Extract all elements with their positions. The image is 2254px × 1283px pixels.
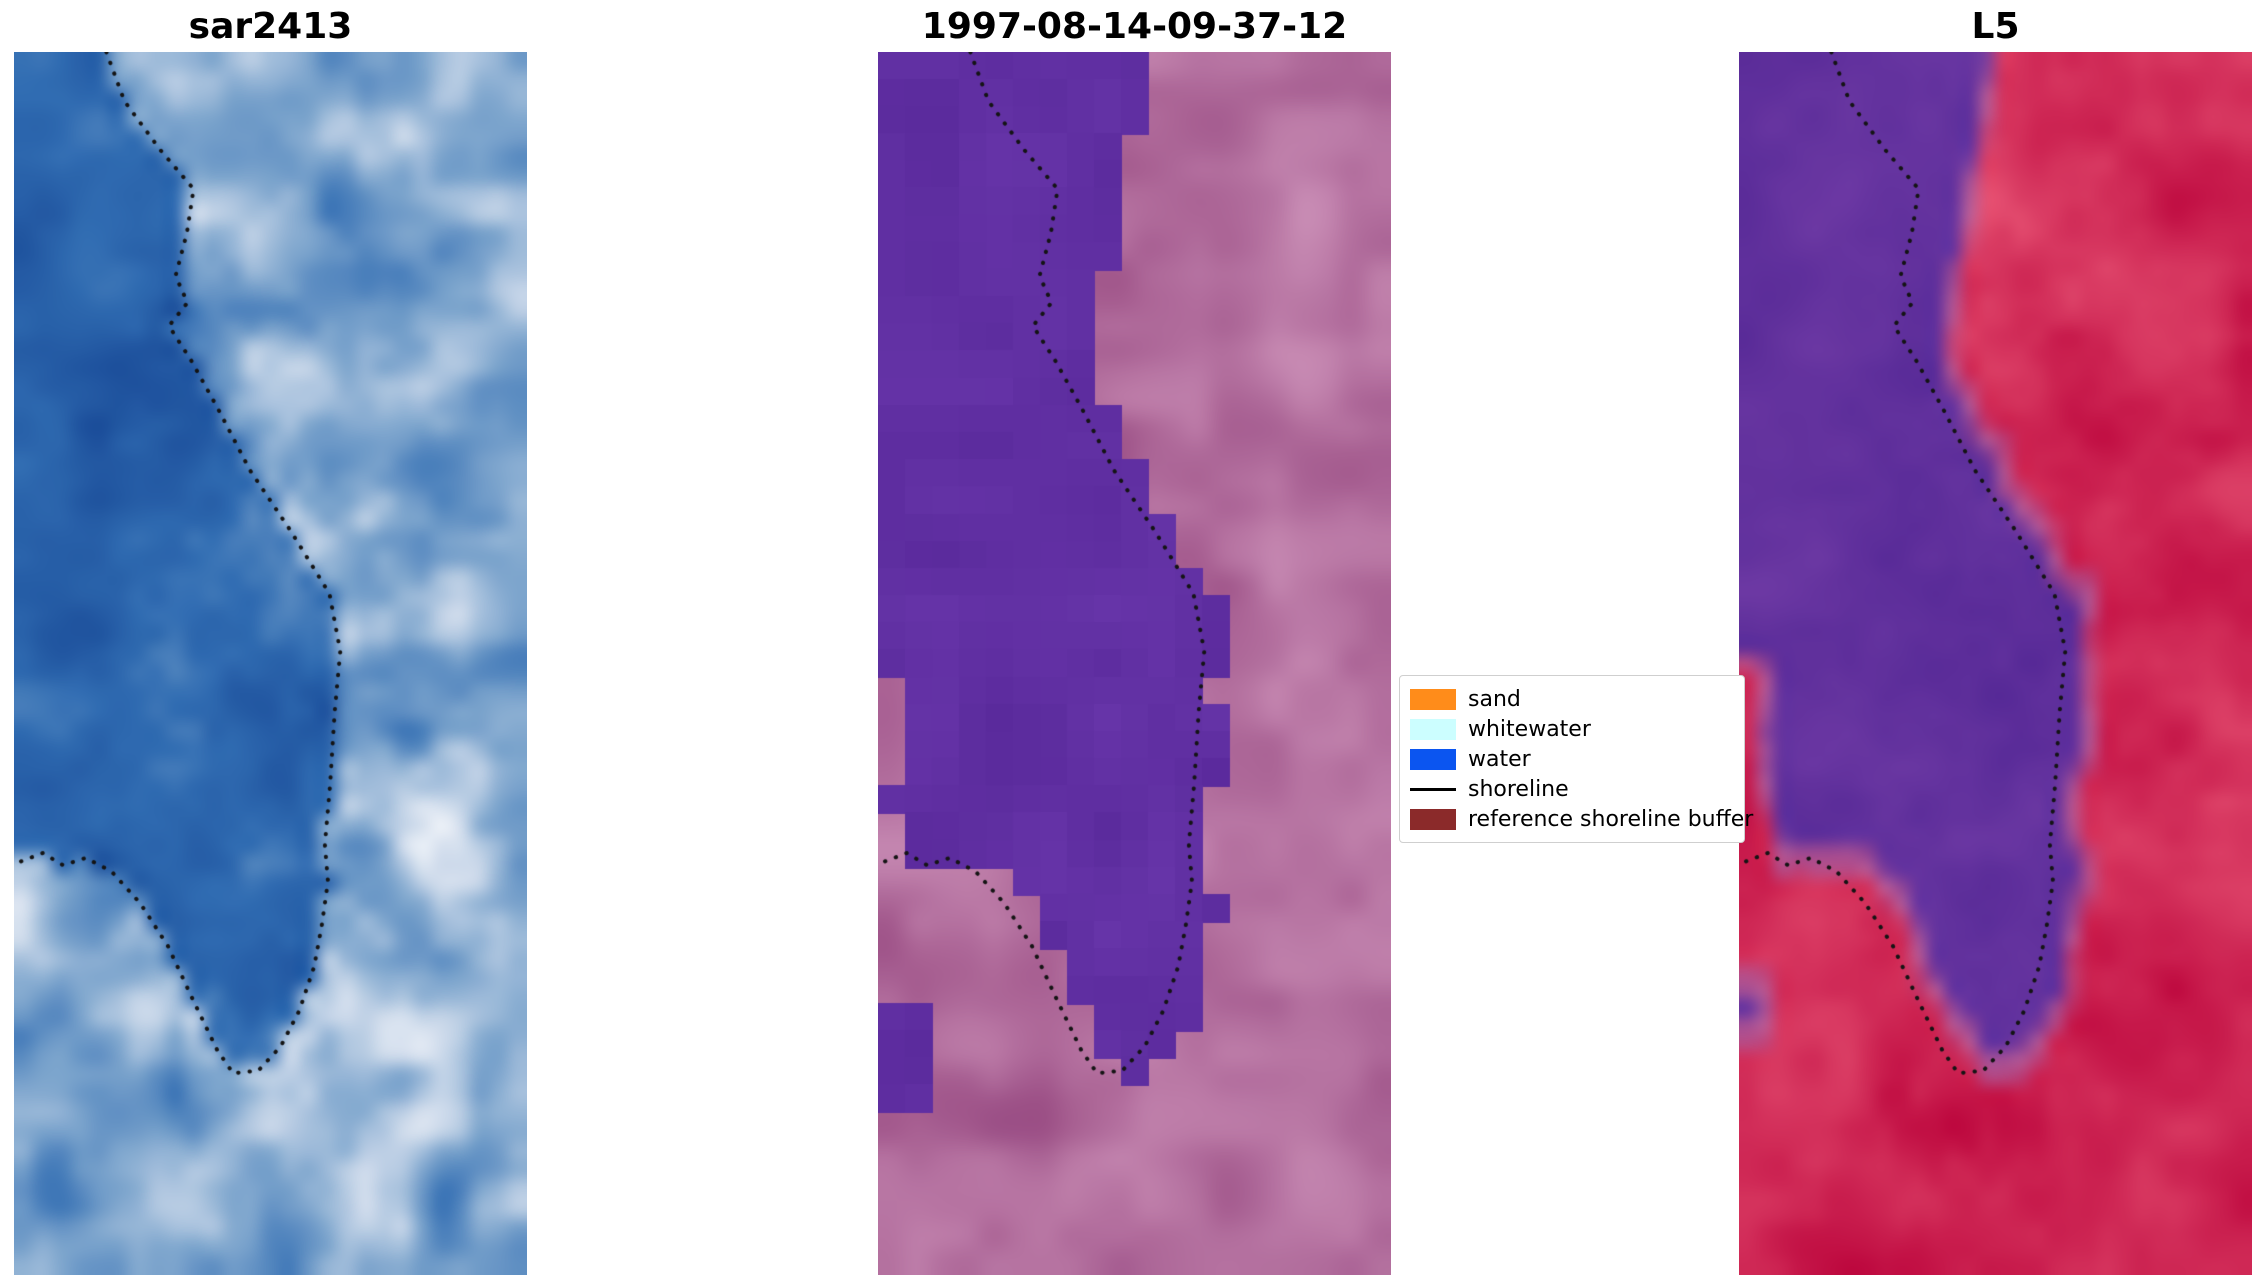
legend-row-sand: sand	[1410, 684, 1734, 714]
legend-label: whitewater	[1468, 716, 1591, 742]
panel-title-classified: 1997-08-14-09-37-12	[921, 6, 1348, 47]
legend-color-swatch	[1410, 718, 1456, 740]
sar-image	[14, 52, 527, 1275]
legend-row-water: water	[1410, 744, 1734, 774]
panel-title-sar: sar2413	[188, 6, 353, 47]
legend-row-whitewater: whitewater	[1410, 714, 1734, 744]
legend: sand whitewater water shoreline reference sh…	[1399, 675, 1753, 843]
legend-line-sample	[1410, 779, 1456, 800]
panel-l5: L5	[1739, 6, 2252, 1275]
l5-image	[1739, 52, 2252, 1275]
legend-color-swatch	[1410, 808, 1456, 830]
legend-row-shoreline: shoreline	[1410, 774, 1734, 804]
legend-color-swatch	[1410, 688, 1456, 710]
panel-sar: sar2413	[14, 6, 527, 1275]
classified-image	[878, 52, 1391, 1275]
legend-label: water	[1468, 746, 1531, 772]
panel-classified: 1997-08-14-09-37-12	[878, 6, 1391, 1275]
panel-title-l5: L5	[1971, 6, 2020, 47]
shoreline-line-icon	[1410, 787, 1456, 791]
legend-label: sand	[1468, 686, 1521, 712]
legend-label: shoreline	[1468, 776, 1569, 802]
legend-row-reference-shoreline-buffer: reference shoreline buffer	[1410, 804, 1753, 834]
legend-color-swatch	[1410, 748, 1456, 770]
legend-label: reference shoreline buffer	[1468, 806, 1754, 832]
